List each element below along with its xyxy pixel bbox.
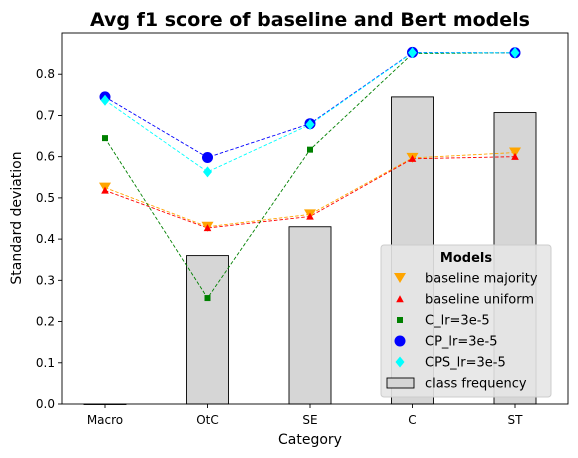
x-tick-label: SE — [302, 413, 317, 427]
y-axis-label: Standard deviation — [9, 151, 25, 284]
x-tick-label: OtC — [196, 413, 219, 427]
point-s0-st — [509, 147, 521, 158]
series-line-3 — [104, 51, 516, 158]
legend: Models baseline majority baseline uniform… — [380, 244, 552, 398]
point-s1-c — [408, 154, 417, 162]
plot-frame — [61, 32, 569, 405]
x-tick-label: Macro — [87, 413, 123, 427]
point-s4-macro — [100, 94, 110, 106]
y-tick-label: 0.0 — [36, 397, 55, 411]
y-axis: 0.0 0.1 0.2 0.3 0.4 0.5 0.6 0.7 0.8 — [36, 67, 62, 411]
point-s4-c — [408, 47, 417, 59]
legend-label: baseline uniform — [425, 293, 534, 308]
legend-label: CP_lr=3e-5 — [425, 335, 498, 350]
y-tick-label: 0.2 — [36, 315, 55, 329]
legend-box — [380, 244, 552, 398]
point-s2-otc — [204, 295, 211, 302]
x-tick-label: C — [408, 413, 416, 427]
markers-layer — [99, 46, 521, 302]
legend-marker-1 — [396, 295, 404, 303]
point-s3-otc — [202, 151, 213, 163]
legend-label: class frequency — [425, 377, 527, 392]
series-line-0 — [104, 152, 516, 228]
legend-label: C_lr=3e-5 — [425, 314, 490, 329]
x-axis: Macro OtC SE C ST — [87, 404, 523, 427]
chart-title: Avg f1 score of baseline and Bert models — [90, 9, 530, 31]
point-s4-st — [510, 47, 520, 59]
point-s2-se — [307, 146, 313, 153]
x-axis-label: Category — [278, 432, 342, 448]
legend-items: baseline majority baseline uniform C_lr=3e… — [386, 272, 538, 392]
point-s1-otc — [203, 224, 212, 232]
legend-label: baseline majority — [425, 272, 538, 287]
legend-label: CPS_lr=3e-5 — [425, 356, 506, 371]
series-line-4 — [104, 52, 515, 173]
point-s1-macro — [101, 186, 109, 194]
point-s4-se — [305, 119, 315, 131]
bar-otc — [186, 255, 229, 405]
y-tick-label: 0.5 — [36, 191, 55, 205]
y-tick-label: 0.1 — [36, 356, 55, 370]
y-tick-label: 0.3 — [36, 273, 55, 287]
y-tick-label: 0.6 — [36, 150, 55, 164]
x-tick-label: ST — [508, 413, 524, 427]
legend-marker-4 — [395, 356, 405, 368]
bar-se — [288, 226, 332, 405]
point-s1-st — [511, 152, 519, 160]
legend-marker-3 — [394, 335, 406, 347]
y-tick-label: 0.7 — [36, 108, 55, 122]
y-tick-label: 0.8 — [36, 67, 55, 81]
point-s1-se — [306, 212, 314, 220]
point-s2-macro — [102, 135, 108, 142]
legend-bar-swatch — [386, 377, 415, 389]
point-s4-otc — [203, 166, 212, 178]
legend-marker-2 — [397, 317, 403, 323]
y-tick-label: 0.4 — [36, 232, 55, 246]
legend-title: Models — [440, 251, 492, 266]
legend-marker-0 — [394, 273, 406, 283]
